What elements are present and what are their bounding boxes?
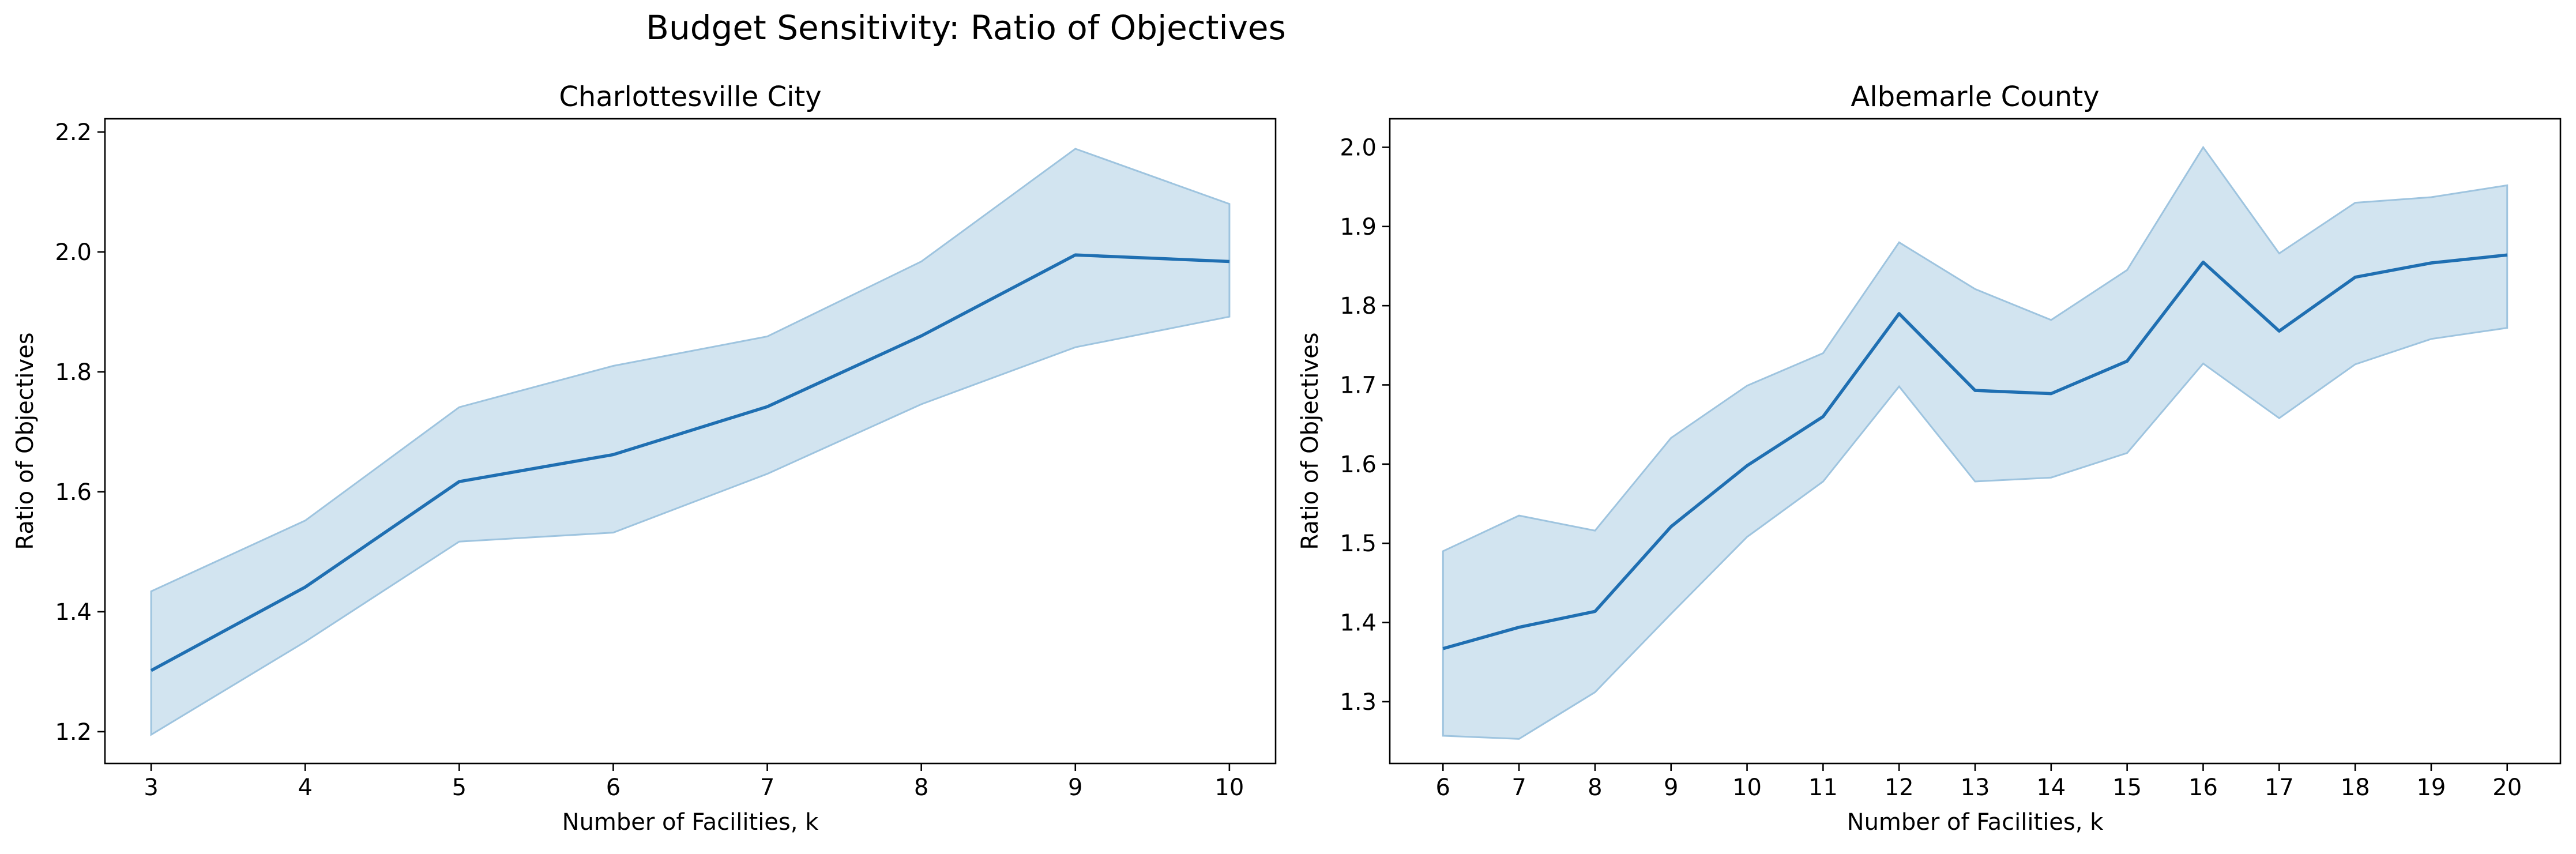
x-axis-label: Number of Facilities, k xyxy=(562,809,819,836)
x-tick-label: 15 xyxy=(2112,774,2142,801)
y-tick-label: 1.4 xyxy=(1340,610,1377,637)
x-tick-label: 9 xyxy=(1068,774,1082,801)
figure-suptitle: Budget Sensitivity: Ratio of Objectives xyxy=(646,8,1286,47)
x-tick-label: 19 xyxy=(2416,774,2446,801)
x-axis-label: Number of Facilities, k xyxy=(1847,809,2104,836)
x-tick-label: 8 xyxy=(914,774,928,801)
y-tick-label: 2.2 xyxy=(55,119,92,146)
x-tick-label: 4 xyxy=(298,774,313,801)
y-tick-label: 1.9 xyxy=(1340,214,1377,240)
x-tick-label: 16 xyxy=(2188,774,2218,801)
x-tick-label: 14 xyxy=(2036,774,2066,801)
x-tick-label: 6 xyxy=(606,774,621,801)
y-tick-label: 2.0 xyxy=(55,239,92,266)
subplot-title: Charlottesville City xyxy=(559,81,821,113)
x-tick-label: 18 xyxy=(2341,774,2370,801)
confidence-band xyxy=(1442,145,2509,740)
y-tick-label: 1.3 xyxy=(1340,689,1377,716)
y-tick-label: 1.5 xyxy=(1340,531,1377,557)
x-tick-label: 3 xyxy=(144,774,158,801)
y-tick-label: 1.4 xyxy=(55,599,92,626)
x-tick-label: 5 xyxy=(452,774,467,801)
y-tick-label: 1.2 xyxy=(55,719,92,746)
y-tick-label: 1.8 xyxy=(1340,293,1377,319)
mean-line xyxy=(150,253,1230,672)
x-tick-label: 13 xyxy=(1961,774,1990,801)
y-axis-label: Ratio of Objectives xyxy=(12,332,39,550)
x-tick-label: 6 xyxy=(1436,774,1450,801)
x-tick-label: 10 xyxy=(1732,774,1762,801)
x-tick-label: 8 xyxy=(1588,774,1602,801)
subplot-2: Albemarle County 6 7 8 9 10 11 12 13 14 15 16 17 18 19… xyxy=(1297,81,2562,836)
y-tick-label: 1.6 xyxy=(1340,452,1377,478)
y-tick-label: 1.8 xyxy=(55,359,92,386)
confidence-band xyxy=(150,148,1231,736)
y-tick-label: 1.7 xyxy=(1340,372,1377,398)
y-tick-label: 1.6 xyxy=(55,479,92,506)
y-axis-label: Ratio of Objectives xyxy=(1297,332,1323,550)
x-tick-label: 9 xyxy=(1664,774,1678,801)
subplot-1: Charlottesville City 3 4 5 6 7 8 9 10 1.2 1.4 1.6 1.… xyxy=(12,81,1277,836)
x-tick-label: 17 xyxy=(2265,774,2294,801)
axes-frame xyxy=(104,118,1277,765)
x-tick-label: 7 xyxy=(760,774,774,801)
x-tick-label: 7 xyxy=(1511,774,1526,801)
x-tick-label: 12 xyxy=(1885,774,1914,801)
x-tick-label: 20 xyxy=(2492,774,2522,801)
subplot-title: Albemarle County xyxy=(1851,81,2099,113)
y-tick-label: 2.0 xyxy=(1340,134,1377,161)
x-tick-label: 10 xyxy=(1214,774,1244,801)
x-tick-label: 11 xyxy=(1808,774,1838,801)
